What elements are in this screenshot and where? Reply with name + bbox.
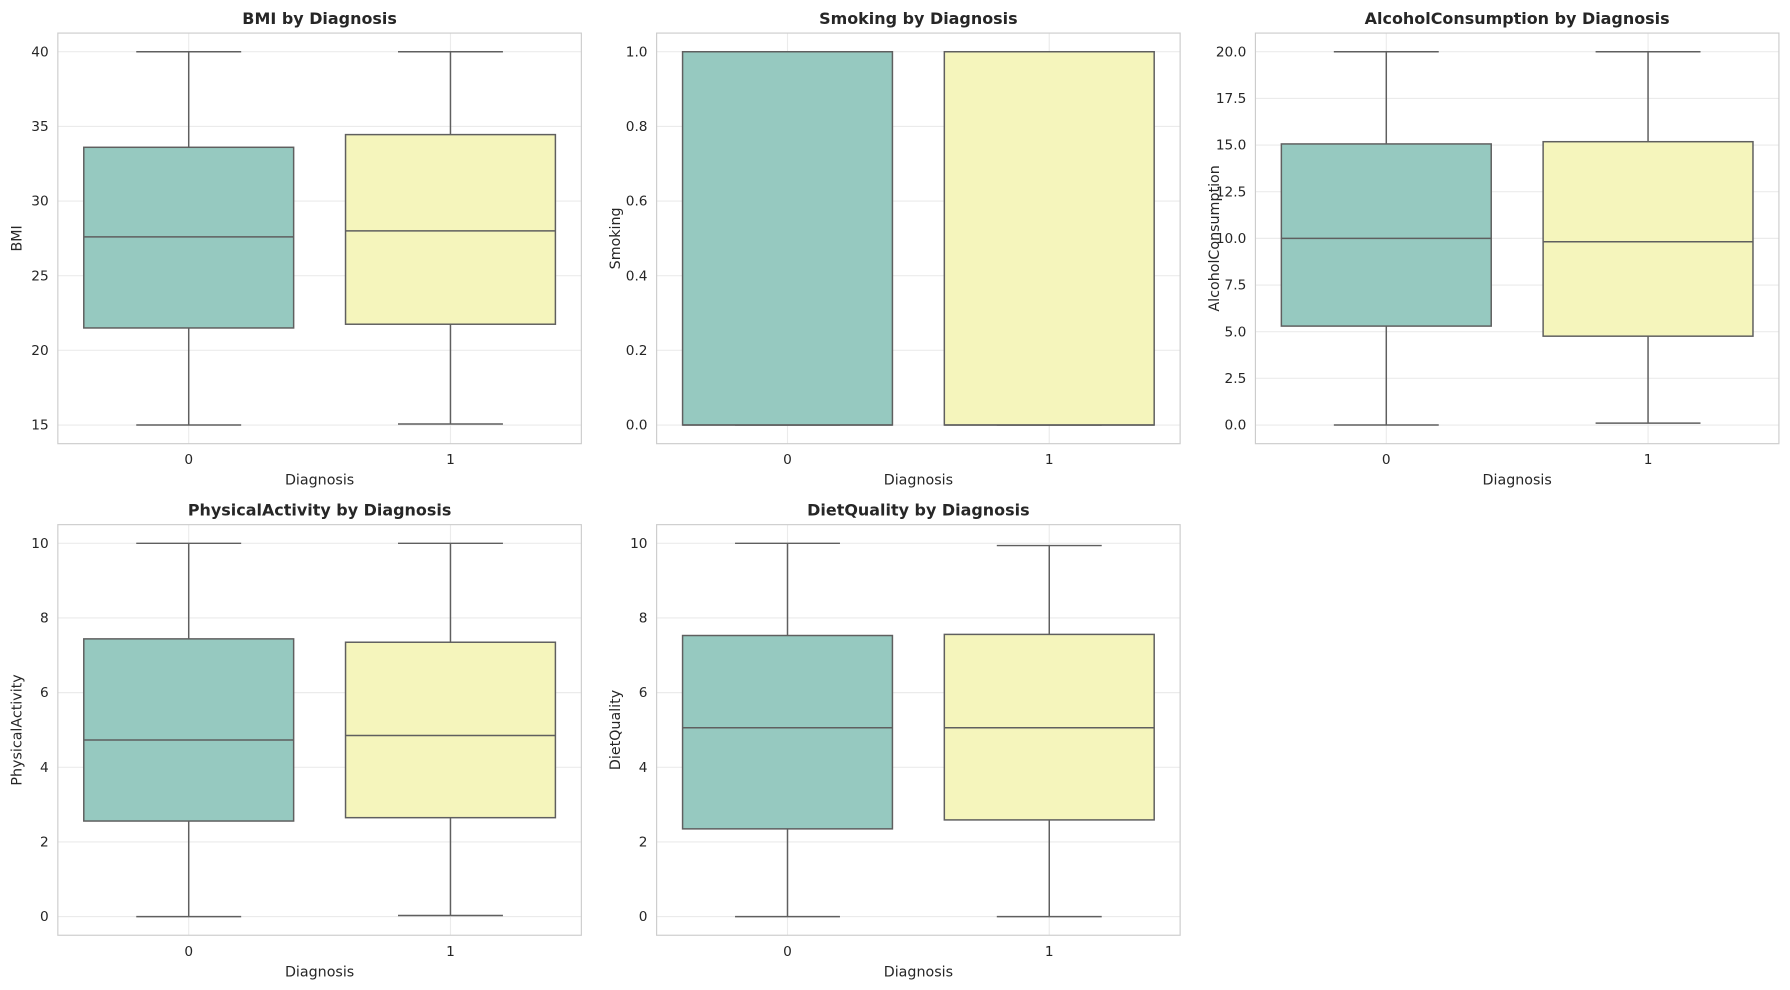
- box-group-0: [83, 542, 295, 918]
- y-tick-label: 17.5: [1216, 91, 1246, 107]
- x-tick-label: 0: [783, 452, 792, 468]
- y-tick-label: 4: [639, 760, 648, 776]
- y-tick-label: 2: [639, 834, 648, 850]
- y-tick-label: 4: [40, 760, 49, 776]
- box: [344, 641, 557, 819]
- y-axis-label: Smoking: [608, 207, 624, 269]
- axes-frame: [656, 32, 1181, 445]
- chart-title: DietQuality by Diagnosis: [807, 501, 1029, 520]
- subplot-4: 0 2 4 6 8 10 0 1 DietQuality by Diagnosis Diagnos…: [608, 501, 1181, 980]
- y-tick-label: 10.0: [1216, 231, 1246, 247]
- chart-title: BMI by Diagnosis: [242, 9, 397, 28]
- box-group-1: [943, 50, 1155, 426]
- y-tick-label: 0: [639, 909, 648, 925]
- x-tick-label: 1: [446, 944, 455, 960]
- box: [1542, 140, 1754, 337]
- box-group-1: [943, 544, 1155, 918]
- axes-frame: [57, 32, 582, 445]
- subplot-2: 0.0 2.5 5.0 7.5 10.0 12.5 15.0 17.5 20.0 0 1 Alcoho…: [1207, 9, 1780, 489]
- y-tick-label: 25: [31, 268, 48, 284]
- y-tick-label: 20: [31, 343, 48, 359]
- box-group-1: [344, 542, 557, 917]
- y-tick-label: 2: [40, 834, 49, 850]
- x-tick-label: 0: [1382, 452, 1391, 468]
- y-tick-label: 6: [40, 685, 49, 701]
- x-axis-label: Diagnosis: [285, 964, 354, 980]
- x-axis-label: Diagnosis: [285, 473, 354, 489]
- y-tick-label: 10: [31, 536, 48, 552]
- y-tick-label: 0.0: [626, 418, 648, 434]
- y-tick-label: 5.0: [1225, 324, 1247, 340]
- x-tick-label: 1: [1045, 944, 1054, 960]
- box-group-0: [681, 542, 894, 918]
- y-tick-label: 15.0: [1216, 138, 1246, 154]
- y-tick-label: 0.8: [626, 119, 648, 135]
- box-group-1: [344, 50, 557, 425]
- subplot-0: 15 20 25 30 35 40 0 1 BMI by Diagnosis Diagnosis B…: [9, 9, 582, 489]
- y-tick-label: 8: [639, 611, 648, 627]
- x-axis-label: Diagnosis: [884, 964, 953, 980]
- y-tick-label: 0: [40, 909, 49, 925]
- axes-frame: [656, 524, 1181, 936]
- x-tick-label: 1: [1045, 452, 1054, 468]
- y-tick-label: 0.2: [626, 343, 648, 359]
- box: [1280, 143, 1492, 327]
- x-axis-label: Diagnosis: [884, 473, 953, 489]
- y-tick-label: 15: [31, 418, 48, 434]
- x-tick-label: 0: [783, 944, 792, 960]
- subplot-1: 0.0 0.2 0.4 0.6 0.8 1.0 0 1 Smoking by Diagnosis…: [608, 9, 1181, 489]
- y-tick-label: 0.4: [626, 268, 648, 284]
- x-tick-label: 1: [446, 452, 455, 468]
- y-tick-label: 8: [40, 611, 49, 627]
- x-tick-label: 1: [1644, 452, 1653, 468]
- x-axis-label: Diagnosis: [1483, 473, 1552, 489]
- y-tick-label: 7.5: [1225, 278, 1247, 294]
- chart-title: Smoking by Diagnosis: [819, 9, 1018, 28]
- y-tick-label: 6: [639, 685, 648, 701]
- box-group-0: [681, 50, 894, 426]
- axes-frame: [57, 524, 582, 936]
- y-tick-label: 10: [630, 536, 647, 552]
- y-axis-label: DietQuality: [608, 689, 624, 770]
- y-tick-label: 35: [31, 119, 48, 135]
- box: [681, 50, 894, 426]
- y-axis-label: BMI: [9, 225, 25, 251]
- y-tick-label: 0.6: [626, 194, 648, 210]
- box: [344, 133, 557, 325]
- chart-title: AlcoholConsumption by Diagnosis: [1365, 9, 1670, 28]
- y-axis-label: PhysicalActivity: [9, 674, 25, 786]
- y-tick-label: 2.5: [1225, 371, 1247, 387]
- y-tick-label: 12.5: [1216, 184, 1246, 200]
- box: [681, 634, 894, 830]
- axes-frame: [1254, 32, 1780, 445]
- box-group-0: [1280, 50, 1492, 426]
- box-group-0: [83, 50, 295, 426]
- y-tick-label: 40: [31, 44, 48, 60]
- chart-title: PhysicalActivity by Diagnosis: [188, 501, 452, 520]
- y-axis-label: AlcoholConsumption: [1207, 165, 1223, 311]
- y-tick-label: 30: [31, 194, 48, 210]
- box: [83, 146, 295, 329]
- y-tick-label: 1.0: [626, 44, 648, 60]
- x-tick-label: 0: [184, 944, 193, 960]
- box: [943, 50, 1155, 426]
- y-tick-label: 0.0: [1225, 418, 1247, 434]
- box: [83, 638, 295, 822]
- subplot-3: 0 2 4 6 8 10 0 1 PhysicalActivity by Diagnosis Di…: [9, 501, 582, 980]
- box-group-1: [1542, 50, 1754, 424]
- x-tick-label: 0: [184, 452, 193, 468]
- y-tick-label: 20.0: [1216, 44, 1246, 60]
